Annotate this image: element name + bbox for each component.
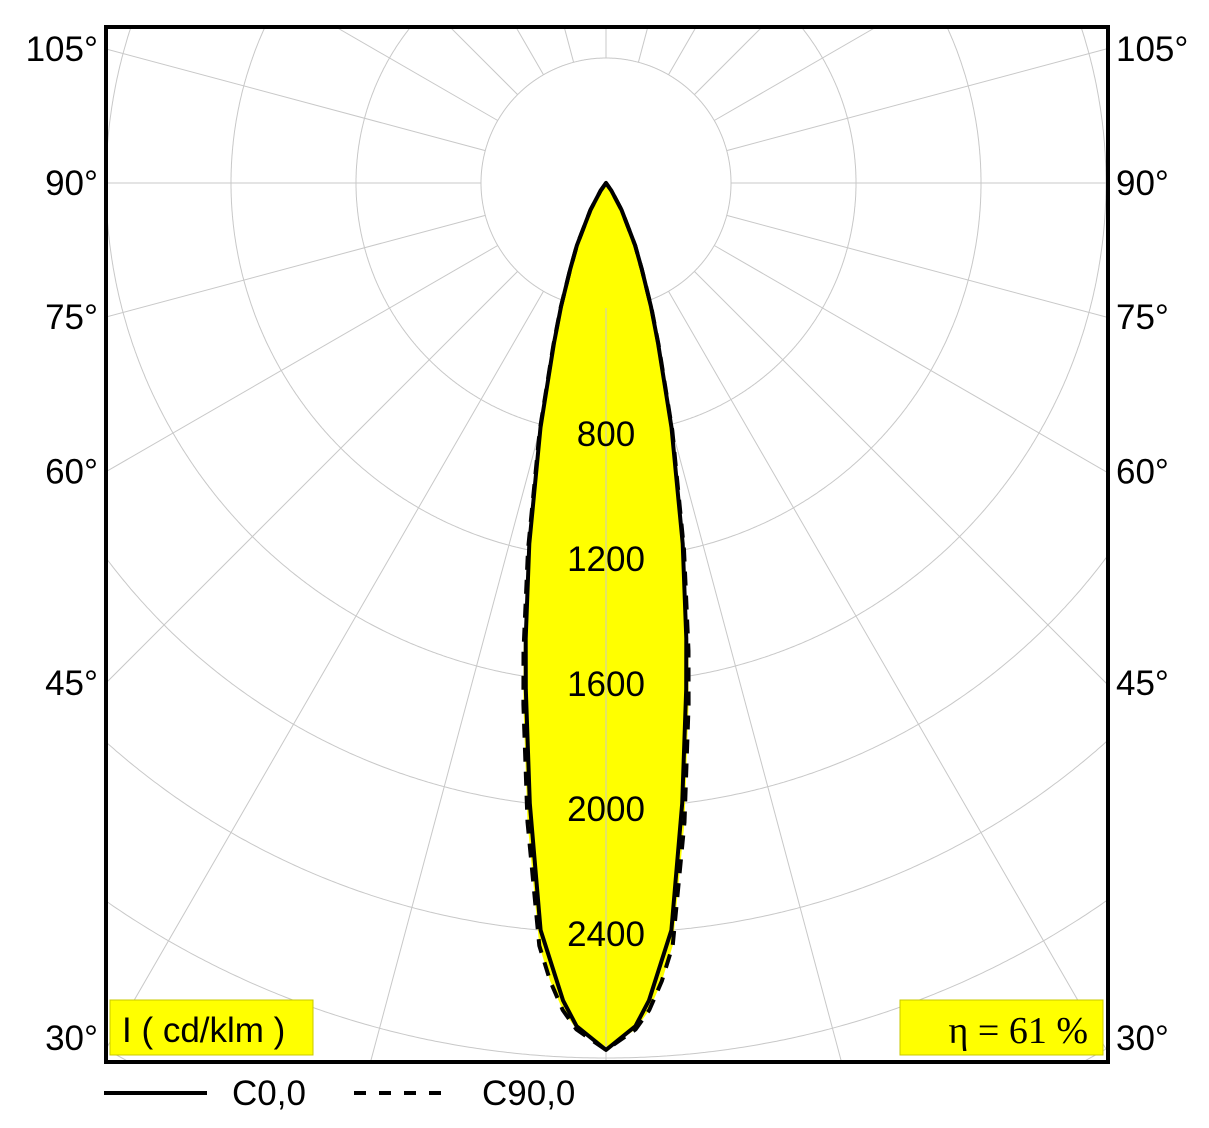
radial-grid-line [106,214,486,318]
legend-label-c90: C90,0 [482,1074,575,1113]
angle-label-right: 60° [1116,453,1169,492]
radial-tick-label: 2400 [567,915,645,954]
intensity-fill [523,183,689,1062]
radial-grid-line [106,271,518,684]
radial-grid-line [668,291,1108,1053]
radial-grid-line [726,214,1108,318]
radial-grid-line [694,271,1108,686]
radial-grid-line [726,48,1108,152]
radial-grid-line [714,27,877,121]
angle-label-left: 75° [45,298,98,337]
angle-label-left: 60° [45,453,98,492]
efficiency-label-box: η = 61 % [899,999,1104,1056]
intensity-grid-circle [107,899,1108,1059]
angle-label-right: 105° [1116,30,1188,69]
intensity-grid-circle [480,57,732,309]
radial-tick-label: 2000 [567,790,645,829]
intensity-grid-circle [106,740,1108,934]
radial-grid-line [449,27,518,95]
intensity-grid-circle [230,27,982,559]
unit-label: I ( cd/klm ) [122,1011,285,1050]
angle-labels: 105° 105° 90° 90° 75° 75° 60° 60° 45° 45° 30° 30° [26,30,1189,1058]
radial-grid-line [335,27,498,121]
radial-grid-line [637,27,649,63]
radial-tick-label: 800 [577,415,635,454]
legend-label-c0: C0,0 [232,1074,306,1113]
radial-grid-line [106,48,486,152]
plot-frame [104,25,1110,1064]
radial-grid-line [668,27,697,75]
radial-tick-labels: 800 1200 1600 2000 2400 [567,415,645,954]
radial-grid-line [714,245,1108,474]
intensity-grid-circle [106,556,1108,809]
angle-label-right: 30° [1116,1019,1169,1058]
radial-grid-line [515,27,544,75]
radial-grid-line [106,245,498,473]
intensity-grid-circle [355,27,857,434]
angle-label-right: 45° [1116,664,1169,703]
radial-grid-line [563,27,575,63]
angle-label-left: 30° [45,1019,98,1058]
angle-label-right: 75° [1116,298,1169,337]
radial-grid-line [106,291,544,1050]
angle-label-left: 90° [45,164,98,203]
radial-tick-label: 1600 [567,665,645,704]
radial-tick-label: 1200 [567,540,645,579]
efficiency-label: η = 61 % [949,1010,1088,1052]
angle-label-right: 90° [1116,164,1169,203]
angle-label-left: 105° [26,30,98,69]
legend: C0,0 C90,0 [104,1074,575,1113]
intensity-curves [521,181,691,1052]
unit-label-box: I ( cd/klm ) [109,999,314,1056]
angle-label-left: 45° [45,664,98,703]
curve-C90,0 [521,181,691,1052]
radial-grid-line [694,27,763,95]
